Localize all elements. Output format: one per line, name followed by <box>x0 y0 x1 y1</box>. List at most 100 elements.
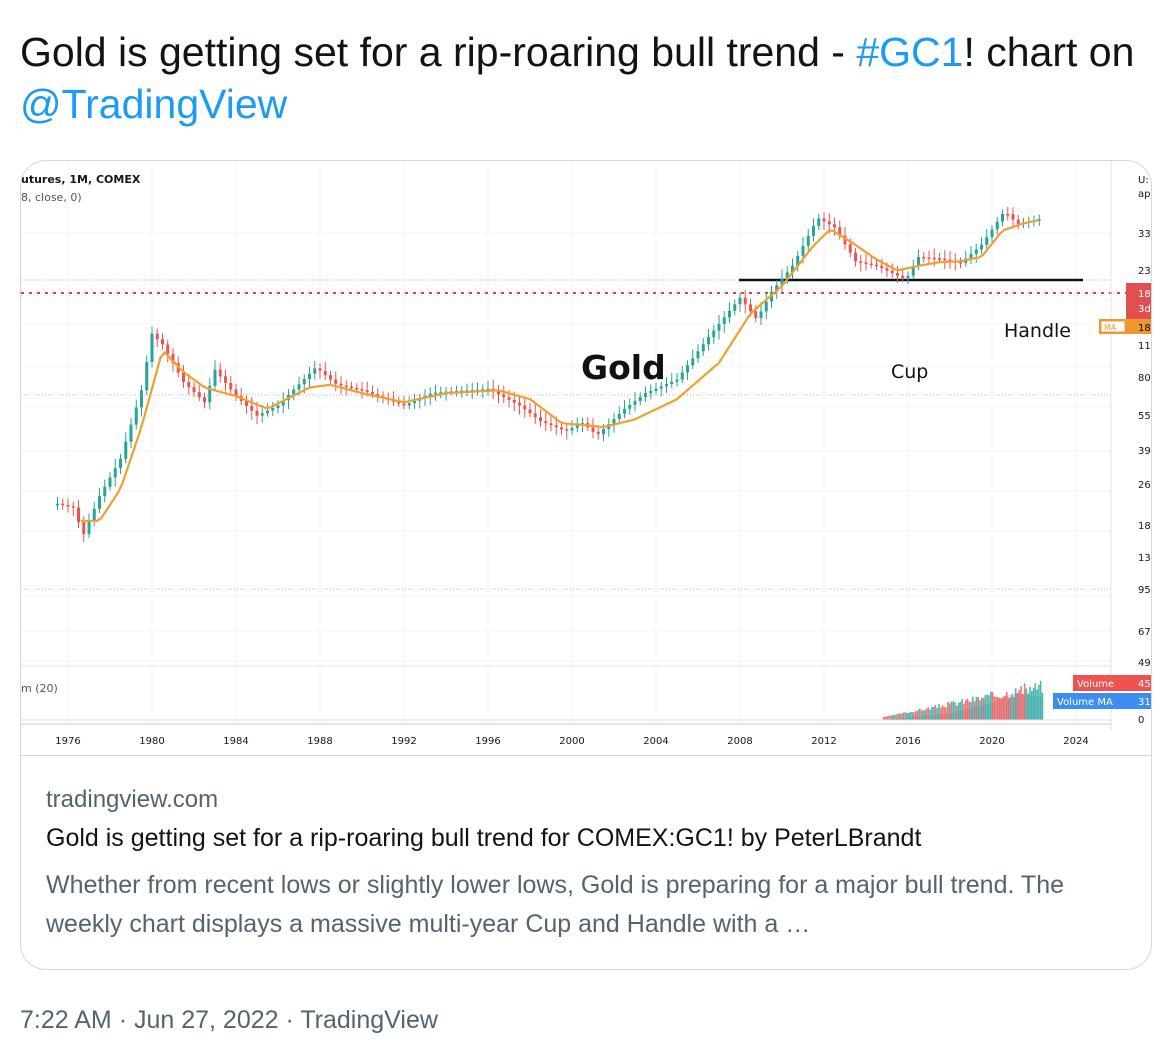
price-candle-body <box>901 275 905 279</box>
price-candle-body <box>533 413 537 418</box>
link-card[interactable]: utures, 1M, COMEX 8, close, 0) m (20) Go… <box>20 160 1152 970</box>
price-candle-body <box>208 385 212 403</box>
price-candle-body <box>308 373 311 379</box>
volume-bar <box>1039 680 1042 720</box>
price-candle-body <box>644 393 647 398</box>
card-meta[interactable]: tradingview.com Gold is getting set for … <box>21 755 1151 969</box>
volume-bar <box>1041 692 1044 720</box>
price-candle-body <box>344 385 348 388</box>
volume-bar <box>977 697 980 720</box>
price-candle-body <box>1016 219 1020 224</box>
price-candle-body <box>764 301 768 312</box>
price-candle-body <box>197 392 201 398</box>
price-candle-body <box>140 390 143 408</box>
volume-bar <box>995 697 997 720</box>
price-candle-body <box>71 506 75 508</box>
price-candle-body <box>759 311 763 318</box>
volume-bar <box>947 701 949 720</box>
price-candle-body <box>959 261 962 264</box>
volume-bar <box>925 708 928 720</box>
right-axis-tick-label: U: <box>1138 175 1149 186</box>
price-candle-body <box>770 291 773 302</box>
price-candle-body <box>822 218 826 222</box>
volume-bar <box>1000 698 1003 720</box>
x-axis-tick-label: 1996 <box>475 736 500 747</box>
volume-bar <box>916 710 919 720</box>
price-candle-body <box>848 244 852 253</box>
price-candle-body <box>675 379 679 382</box>
price-candle-body <box>943 258 947 261</box>
price-candle-body <box>948 259 952 262</box>
volume-bar <box>963 703 965 720</box>
right-axis-tick-label: 55 <box>1138 411 1151 422</box>
x-axis-tick-label: 1992 <box>391 736 416 747</box>
right-axis-tick-label: 18 <box>1138 521 1151 532</box>
card-description: Whether from recent lows or slightly low… <box>46 871 1065 938</box>
volume-bar <box>939 707 942 720</box>
price-candle-body <box>413 400 416 404</box>
tweet-text-prefix: Gold is getting set for a rip-roaring bu… <box>20 29 857 75</box>
price-candle-body <box>838 227 842 236</box>
price-candle-body <box>119 458 122 469</box>
price-candle-body <box>402 403 406 406</box>
volume-bar <box>886 716 888 720</box>
volume-bar <box>1011 694 1013 720</box>
volume-bar <box>973 701 976 720</box>
price-candle-body <box>98 496 101 509</box>
x-axis-tick-label: 2012 <box>811 736 836 747</box>
price-candle-body <box>87 521 91 535</box>
volume-ma-tag-value: 31 <box>1138 697 1151 708</box>
price-candle-body <box>245 401 248 406</box>
price-candle-body <box>980 244 983 250</box>
volume-bar <box>889 715 892 720</box>
volume-bar <box>1036 689 1038 720</box>
chart-image[interactable]: utures, 1M, COMEX 8, close, 0) m (20) Go… <box>21 161 1151 755</box>
volume-bar <box>898 713 901 720</box>
price-tag-top: 18 <box>1138 289 1151 300</box>
volume-bar <box>984 695 987 720</box>
price-candle-body <box>969 253 973 259</box>
price-candle-body <box>103 486 107 497</box>
price-candle-body <box>528 409 532 414</box>
price-candle-body <box>796 255 800 266</box>
mention-link[interactable]: @TradingView <box>20 81 288 127</box>
price-candle-body <box>292 389 296 395</box>
x-axis-tick-label: 2000 <box>559 736 584 747</box>
price-candle-body <box>570 428 574 431</box>
price-candle-body <box>785 272 789 279</box>
volume-bar <box>888 715 890 720</box>
right-axis-tick-label: 80 <box>1138 373 1151 384</box>
volume-bar <box>1007 698 1010 720</box>
price-candle-body <box>906 275 910 279</box>
price-candle-body <box>843 235 847 245</box>
tweet-source[interactable]: TradingView <box>300 1006 438 1034</box>
price-candle-body <box>1011 214 1015 220</box>
tweet-date[interactable]: Jun 27, 2022 <box>133 1006 279 1034</box>
volume-bar <box>982 697 985 720</box>
card-title: Gold is getting set for a rip-roaring bu… <box>46 824 922 852</box>
volume-tag-value: 45 <box>1138 679 1151 690</box>
volume-bar <box>968 701 971 720</box>
volume-bar <box>950 701 953 720</box>
x-axis-tick-label: 1984 <box>223 736 248 747</box>
price-candle-body <box>623 408 626 414</box>
volume-bar <box>1018 689 1021 720</box>
price-candle-body <box>397 401 401 404</box>
price-candle-body <box>686 365 689 373</box>
volume-bar <box>914 711 917 720</box>
volume-bar <box>1029 686 1031 720</box>
price-candle-body <box>691 358 695 366</box>
volume-ma-tag-label: Volume MA <box>1057 697 1113 708</box>
hashtag-link[interactable]: #GC1 <box>856 29 964 75</box>
price-candle-body <box>712 330 716 338</box>
right-axis-tick-label: 49 <box>1138 658 1151 669</box>
ma-tag-label: MA <box>1104 323 1117 332</box>
tweet-text-mid: ! chart on <box>963 29 1135 75</box>
volume-bar <box>884 716 887 720</box>
tweet-time[interactable]: 7:22 AM <box>20 1006 112 1034</box>
price-candle-body <box>875 264 878 267</box>
volume-bar <box>972 696 974 720</box>
volume-bar <box>975 696 978 720</box>
price-candle-body <box>518 402 521 406</box>
volume-bar <box>948 703 951 720</box>
